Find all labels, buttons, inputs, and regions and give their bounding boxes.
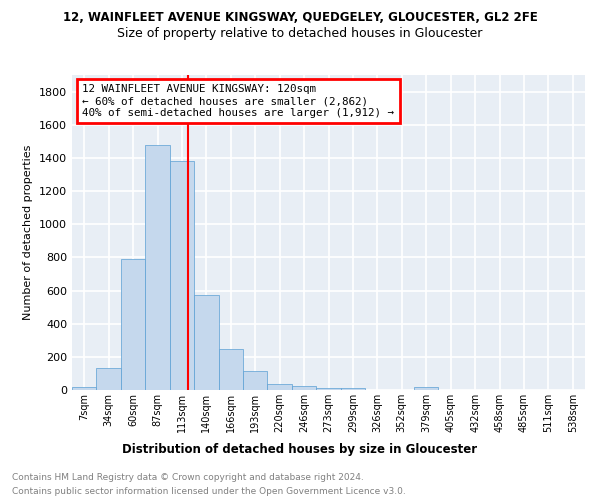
Text: 12 WAINFLEET AVENUE KINGSWAY: 120sqm
← 60% of detached houses are smaller (2,862: 12 WAINFLEET AVENUE KINGSWAY: 120sqm ← 6…: [82, 84, 394, 117]
Bar: [97, 368, 121, 390]
Text: Size of property relative to detached houses in Gloucester: Size of property relative to detached ho…: [118, 28, 482, 40]
Y-axis label: Number of detached properties: Number of detached properties: [23, 145, 34, 320]
Text: 12, WAINFLEET AVENUE KINGSWAY, QUEDGELEY, GLOUCESTER, GL2 2FE: 12, WAINFLEET AVENUE KINGSWAY, QUEDGELEY…: [62, 11, 538, 24]
Text: Distribution of detached houses by size in Gloucester: Distribution of detached houses by size …: [122, 442, 478, 456]
Text: Contains public sector information licensed under the Open Government Licence v3: Contains public sector information licen…: [12, 488, 406, 496]
Bar: [414, 386, 439, 390]
Bar: [194, 294, 218, 390]
Bar: [341, 388, 365, 390]
Bar: [268, 384, 292, 390]
Bar: [316, 388, 341, 390]
Bar: [218, 350, 243, 390]
Bar: [145, 144, 170, 390]
Bar: [170, 161, 194, 390]
Text: Contains HM Land Registry data © Crown copyright and database right 2024.: Contains HM Land Registry data © Crown c…: [12, 472, 364, 482]
Bar: [292, 386, 316, 390]
Bar: [121, 259, 145, 390]
Bar: [243, 371, 268, 390]
Bar: [72, 386, 97, 390]
